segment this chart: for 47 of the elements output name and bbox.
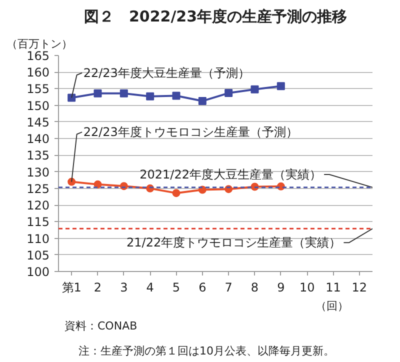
x-tick-label: 3 [120, 280, 128, 294]
series-label: 22/23年度大豆生産量（予測） [83, 66, 250, 80]
point [250, 85, 259, 94]
y-tick-label: 100 [26, 265, 50, 279]
y-tick-label: 150 [26, 98, 50, 113]
point [68, 178, 76, 186]
point [120, 89, 128, 98]
x-tick-label: 7 [224, 280, 232, 294]
point [94, 89, 102, 98]
chart-title: 図２ 2022/23年度の生産予測の推移 [84, 8, 348, 26]
y-tick-label: 145 [26, 115, 50, 130]
y-tick-label: 110 [26, 232, 50, 246]
y-tick-label: 115 [26, 215, 50, 230]
y-tick-label: 140 [26, 132, 50, 146]
point [276, 82, 285, 90]
y-tick-label: 155 [26, 82, 50, 96]
y-tick-label: 125 [26, 182, 50, 196]
x-tick-label: 2 [94, 280, 102, 294]
y-tick-label: 160 [26, 66, 50, 80]
x-tick-label: 4 [146, 280, 154, 294]
point [146, 92, 154, 100]
text: 22/23年度トウモロコシ生産量（予測） [83, 125, 298, 140]
y-axis-title: （百万トン） [6, 38, 72, 50]
point [172, 92, 180, 100]
x-tick-label: 11 [326, 280, 341, 294]
y-tick-label: 120 [26, 198, 50, 213]
point [94, 180, 102, 188]
x-tick-label: 8 [250, 280, 259, 294]
x-axis-title: （回） [316, 300, 348, 312]
point [198, 97, 206, 106]
point [224, 89, 233, 98]
ref-line-label: 21/22年度トウモロコシ生産量（実績） [126, 236, 342, 250]
y-tick-label: 130 [26, 165, 50, 180]
y-tick-label: 135 [26, 148, 50, 163]
x-tick-label: 12 [352, 280, 368, 294]
text: 注：生産予測の第１回は10月公表、以降毎月更新。 [78, 344, 334, 358]
x-tick-label: 9 [277, 280, 285, 294]
y-tick-label: 165 [26, 49, 50, 63]
point [172, 189, 180, 198]
text: 資料：CONAB [64, 320, 138, 332]
ref-line-label: 2021/22年度大豆生産量（実績） [140, 167, 322, 182]
point [68, 94, 76, 102]
y-tick-label: 105 [26, 248, 50, 262]
x-tick-label: 6 [198, 280, 206, 294]
x-tick-label: 10 [299, 280, 315, 294]
x-tick-label: 第1 [62, 280, 82, 294]
x-tick-label: 5 [172, 280, 180, 294]
